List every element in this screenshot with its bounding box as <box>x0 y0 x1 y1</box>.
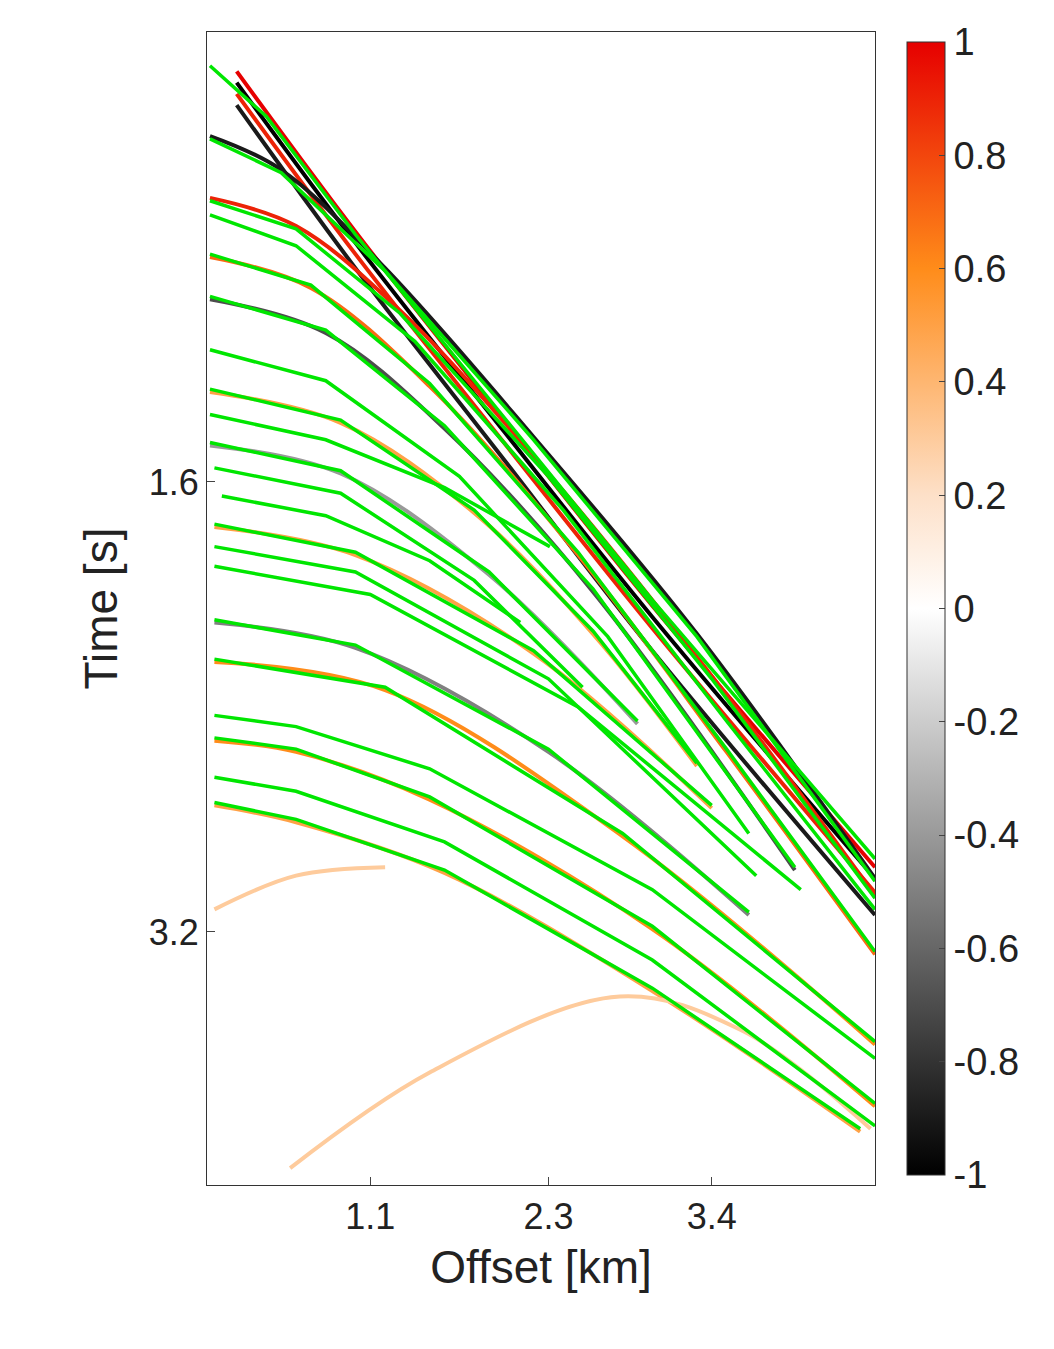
svg-text:1.6: 1.6 <box>149 462 199 503</box>
svg-text:3.4: 3.4 <box>687 1196 737 1237</box>
svg-text:0.2: 0.2 <box>954 475 1007 517</box>
svg-text:-0.2: -0.2 <box>954 701 1019 743</box>
svg-text:Time [s]: Time [s] <box>75 528 127 690</box>
svg-text:3.2: 3.2 <box>149 912 199 953</box>
svg-text:2.3: 2.3 <box>523 1196 573 1237</box>
svg-text:0: 0 <box>954 588 975 630</box>
svg-text:Offset [km]: Offset [km] <box>430 1241 652 1293</box>
svg-text:-1: -1 <box>954 1154 988 1196</box>
svg-text:0.4: 0.4 <box>954 361 1007 403</box>
svg-text:1.1: 1.1 <box>345 1196 395 1237</box>
svg-text:0.8: 0.8 <box>954 135 1007 177</box>
svg-text:0.6: 0.6 <box>954 248 1007 290</box>
svg-text:-0.6: -0.6 <box>954 928 1019 970</box>
svg-text:-0.8: -0.8 <box>954 1041 1019 1083</box>
svg-text:-0.4: -0.4 <box>954 814 1019 856</box>
svg-text:1: 1 <box>954 21 975 63</box>
